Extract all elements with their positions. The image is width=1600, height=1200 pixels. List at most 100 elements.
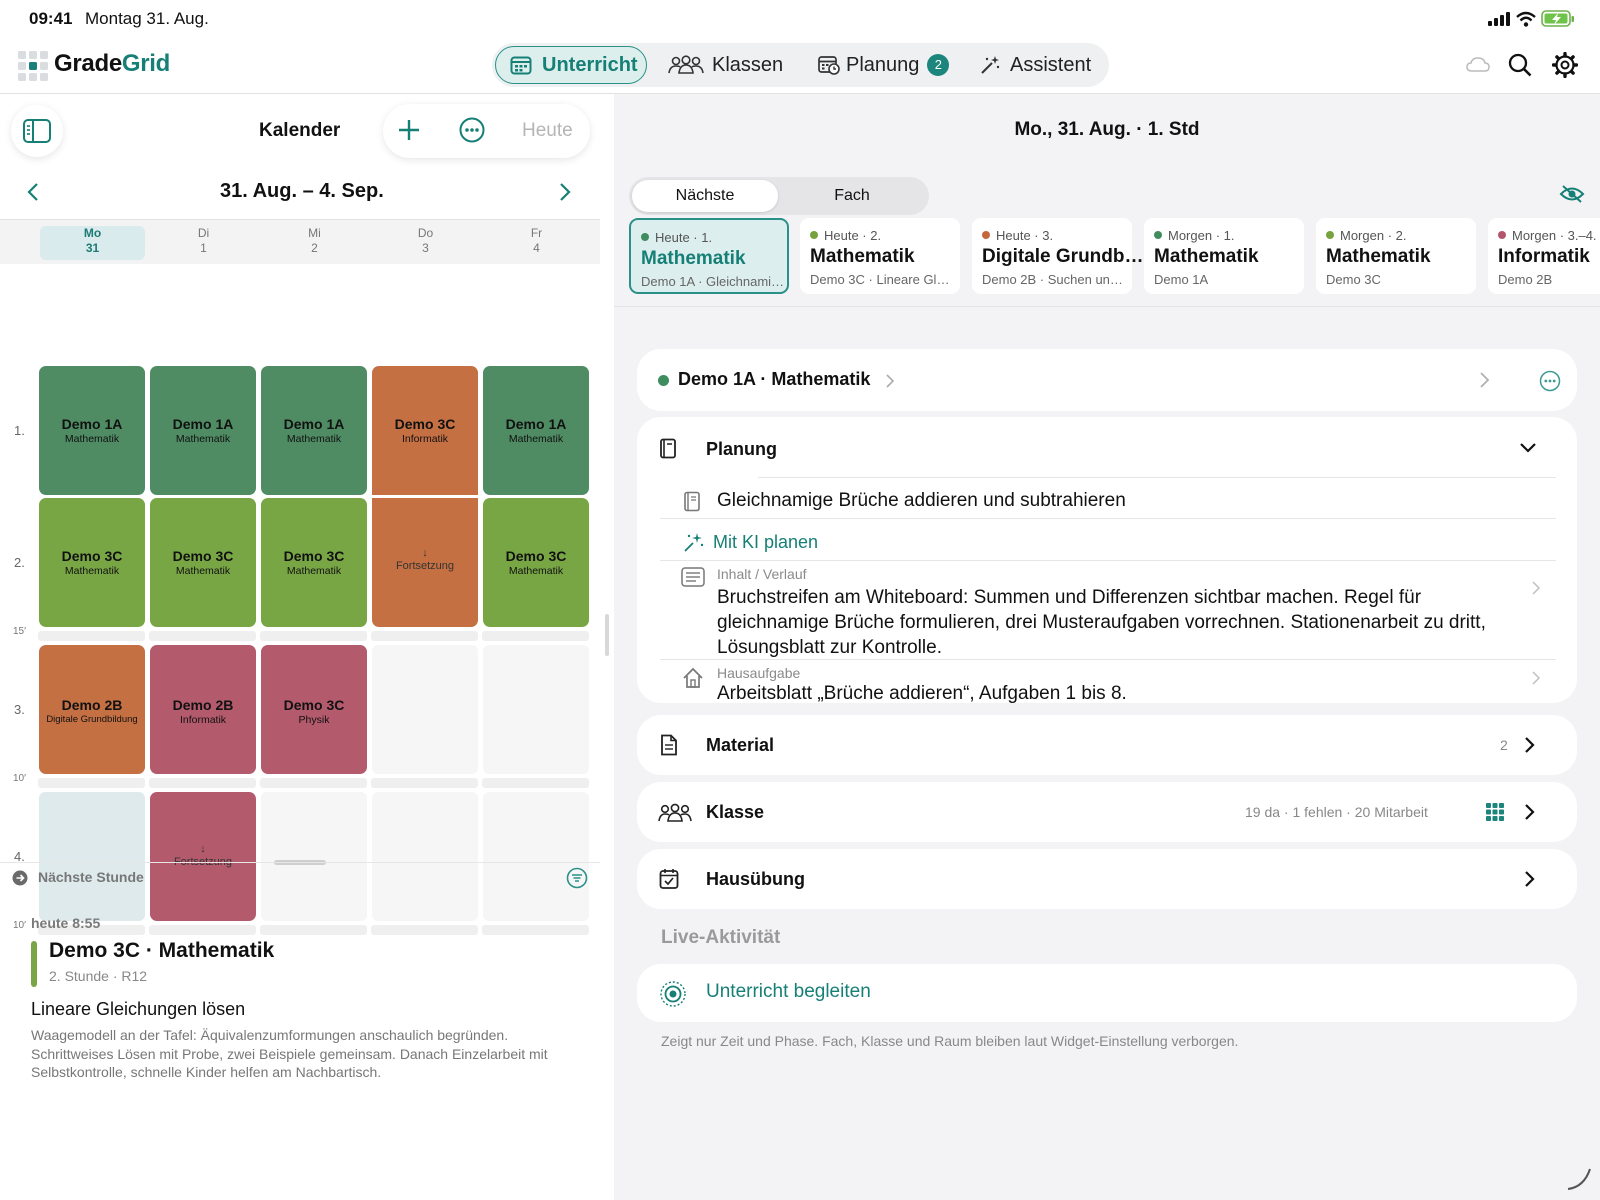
chevron-down-icon[interactable] [1519, 442, 1537, 454]
lesson-cell[interactable]: Demo 3C Mathematik [483, 498, 589, 627]
lesson-cell[interactable]: Demo 3C Informatik [372, 366, 478, 495]
chevron-left-icon[interactable] [26, 182, 40, 202]
add-icon[interactable] [397, 118, 421, 142]
lesson-cell[interactable]: Demo 3C Physik [261, 645, 367, 774]
lesson-cell[interactable]: Demo 1A Mathematik [261, 366, 367, 495]
period-label: 4. [14, 849, 25, 864]
chevron-right-icon[interactable] [558, 182, 572, 202]
live-activity-button: Unterricht begleiten [706, 981, 871, 1002]
lesson-cell[interactable]: Demo 3C Mathematik [261, 498, 367, 627]
lesson-chip[interactable]: Heute · 2. Mathematik Demo 3C · Lineare … [800, 218, 960, 294]
battery-icon [1541, 10, 1574, 27]
empty-cell[interactable] [372, 645, 478, 774]
lesson-toggle: Nächste Fach [629, 177, 929, 215]
next-lesson-meta: 2. Stunde · R12 [49, 968, 148, 984]
chevron-right-icon[interactable] [1479, 371, 1491, 389]
period-label: 2. [14, 555, 25, 570]
eye-slash-icon[interactable] [1559, 184, 1585, 204]
signal-icon [1488, 12, 1510, 26]
material-card[interactable]: Material 2 [637, 715, 1577, 775]
sidebar-toggle-button[interactable] [11, 105, 63, 157]
homework-card[interactable]: Hausübung [637, 849, 1577, 909]
split-view-handle[interactable] [605, 614, 609, 656]
lesson-cell[interactable]: Demo 2B Informatik [150, 645, 256, 774]
tab-planung[interactable]: Planung 2 [818, 46, 950, 84]
sparkles-icon [684, 533, 704, 552]
homework-label: Hausaufgabe [717, 665, 801, 681]
more-icon[interactable] [1539, 370, 1561, 392]
chevron-right-small-icon[interactable] [1531, 580, 1541, 596]
wifi-icon [1516, 11, 1536, 27]
book-icon [660, 438, 676, 459]
chevron-right-icon[interactable] [1524, 870, 1536, 888]
chip-dot [1498, 231, 1506, 239]
lesson-color-bar [31, 941, 37, 987]
day-header-fr[interactable]: Fr 4 [530, 226, 543, 255]
toggle-naechste[interactable]: Nächste [632, 180, 778, 212]
live-activity-note: Zeigt nur Zeit und Phase. Fach, Klasse u… [661, 1033, 1239, 1049]
planning-card: Planung Gleichnamige Brüche addieren und… [637, 417, 1577, 703]
tab-unterricht[interactable]: Unterricht [495, 46, 647, 84]
empty-cell[interactable] [483, 792, 589, 921]
filter-icon[interactable] [566, 867, 588, 889]
chevron-right-small-icon[interactable] [1531, 670, 1541, 686]
tab-klassen[interactable]: Klassen [668, 46, 783, 84]
search-icon[interactable] [1508, 53, 1532, 77]
lesson-cell[interactable]: Demo 3C Mathematik [39, 498, 145, 627]
lesson-cell[interactable]: Demo 1A Mathematik [483, 366, 589, 495]
calendar-clock-icon [818, 56, 840, 75]
day-header-do[interactable]: Do 3 [417, 226, 434, 255]
app-logo: GradeGrid [54, 50, 170, 78]
chevron-right-small-icon [886, 374, 895, 388]
calendar-check-icon [659, 869, 679, 889]
more-icon[interactable] [459, 117, 485, 143]
lesson-continuation[interactable]: ↓ Fortsetzung [372, 498, 478, 627]
lesson-cell[interactable]: Demo 2B Digitale Grundbildung [39, 645, 145, 774]
next-lesson-title[interactable]: Demo 3C · Mathematik [49, 939, 275, 962]
live-activity-icon [660, 981, 686, 1007]
week-grid: Mo 31 Di 1 Mi 2 Do 3 Fr 4 1. 2. 3. 4. 15′ 10′… [0, 219, 600, 939]
period-label: 1. [14, 423, 25, 438]
chevron-right-icon[interactable] [1524, 736, 1536, 754]
day-header-mo[interactable]: Mo 31 [40, 226, 145, 260]
empty-cell[interactable] [483, 645, 589, 774]
planning-topic[interactable]: Gleichnamige Brüche addieren und subtrah… [717, 490, 1126, 511]
book-icon [684, 491, 700, 512]
next-lesson-heading: Nächste Stunde [38, 869, 144, 885]
lesson-continuation[interactable]: ↓ Fortsetzung [150, 792, 256, 921]
sidebar-icon [23, 119, 51, 143]
live-activity-card[interactable]: Unterricht begleiten [637, 964, 1577, 1022]
toggle-fach[interactable]: Fach [834, 187, 870, 204]
ai-plan-button[interactable]: Mit KI planen [713, 532, 819, 552]
empty-cell[interactable] [261, 792, 367, 921]
live-activity-heading: Live-Aktivität [661, 927, 781, 948]
chevron-right-icon[interactable] [1524, 803, 1536, 821]
lesson-cell[interactable]: Demo 1A Mathematik [150, 366, 256, 495]
lesson-chip[interactable]: Heute · 3. Digitale Grundb… Demo 2B · Su… [972, 218, 1144, 294]
lesson-chip[interactable]: Morgen · 2. Mathematik Demo 3C [1316, 218, 1476, 294]
content-text[interactable]: Bruchstreifen am Whiteboard: Summen und … [717, 587, 1486, 658]
chip-dot [641, 233, 649, 241]
lesson-header-card[interactable]: Demo 1A · Mathematik [637, 349, 1577, 411]
day-header-di[interactable]: Di 1 [197, 226, 210, 255]
today-button[interactable]: Heute [522, 120, 573, 141]
text-list-icon [681, 567, 705, 587]
day-header-mi[interactable]: Mi 2 [308, 226, 321, 255]
lesson-chip[interactable]: Morgen · 3.–4. Informatik Demo 2B [1488, 218, 1600, 294]
tab-assistent[interactable]: Assistent [980, 46, 1091, 84]
tab-unterricht-label: Unterricht [542, 53, 638, 76]
homework-text[interactable]: Arbeitsblatt „Brüche addieren“, Aufgaben… [717, 683, 1127, 703]
lesson-chip-active[interactable]: Heute · 1. Mathematik Demo 1A · Gleichna… [629, 218, 789, 294]
lesson-chip[interactable]: Morgen · 1. Mathematik Demo 1A [1144, 218, 1304, 294]
cloud-icon[interactable] [1466, 57, 1490, 73]
lesson-cell[interactable]: Demo 1A Mathematik [39, 366, 145, 495]
empty-cell-selected-day[interactable] [39, 792, 145, 921]
class-card[interactable]: Klasse 19 da · 1 fehlen · 20 Mitarbeit [637, 782, 1577, 842]
seating-grid-icon[interactable] [1486, 803, 1504, 821]
empty-cell[interactable] [372, 792, 478, 921]
gear-icon[interactable] [1552, 52, 1578, 78]
resize-handle-icon[interactable] [1566, 1167, 1592, 1191]
content-label: Inhalt / Verlauf [717, 566, 807, 582]
lesson-cell[interactable]: Demo 3C Mathematik [150, 498, 256, 627]
calendar-pane: Kalender Heute 31. Aug. – 4. Sep. Mo 31 D… [0, 94, 614, 1200]
